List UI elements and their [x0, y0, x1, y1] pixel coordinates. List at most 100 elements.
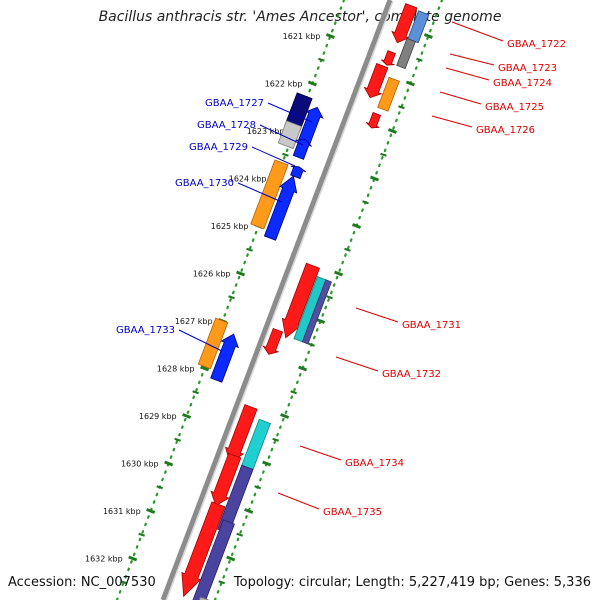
gene-feature-forward [391, 3, 418, 44]
gene-leader-line [267, 102, 313, 123]
gene-label-forward: GBAA_1722 [507, 39, 566, 50]
ruler-tick-major [235, 270, 246, 277]
ruler-tick-label: 1631 kbp [103, 507, 141, 516]
ruler-tick-major [226, 555, 236, 562]
gene-feature-reverse [292, 138, 312, 160]
ruler-tick-major [405, 80, 415, 87]
gene-leader-line [335, 356, 379, 372]
gene-feature-reverse [263, 175, 298, 241]
gene-feature-forward [301, 279, 332, 345]
gene-leader-line [451, 21, 504, 42]
gene-label-reverse: GBAA_1729 [189, 142, 248, 153]
gene-leader-line [355, 307, 399, 323]
ruler-tick-major [182, 413, 192, 419]
ruler-tick-major [244, 508, 254, 514]
gene-feature-forward [407, 10, 430, 44]
ruler-line-right [213, 0, 444, 600]
ruler-tick-major [298, 365, 308, 372]
gene-label-reverse: GBAA_1727 [205, 98, 264, 109]
ruler-tick-label: 1628 kbp [157, 365, 195, 374]
ruler-tick-label: 1626 kbp [193, 270, 231, 279]
gene-label-forward: GBAA_1726 [476, 125, 535, 136]
ruler-tick-minor [192, 390, 199, 395]
gene-label-reverse: GBAA_1730 [175, 178, 234, 189]
gene-feature-forward [396, 37, 416, 70]
ruler-tick-label: 1632 kbp [85, 555, 123, 564]
ruler-tick-minor [308, 342, 315, 347]
ruler-tick-major [316, 318, 326, 324]
gene-feature-forward [363, 63, 389, 99]
gene-label-reverse: GBAA_1733 [116, 325, 175, 336]
ruler-tick-minor [290, 390, 297, 395]
ruler-tick-minor [228, 295, 235, 300]
gene-leader-line [277, 492, 320, 510]
ruler-tick-label: 1627 kbp [175, 317, 213, 326]
gene-label-forward: GBAA_1735 [323, 507, 382, 518]
gene-feature-forward [181, 501, 226, 598]
ruler-tick-label: 1624 kbp [229, 175, 267, 184]
gene-feature-reverse [197, 317, 229, 370]
ruler-tick-minor [272, 437, 279, 442]
ruler-tick-minor [156, 485, 163, 490]
gene-label-forward: GBAA_1732 [382, 369, 441, 380]
ruler-tick-major [369, 175, 379, 182]
ruler-tick-label: 1622 kbp [265, 80, 303, 89]
gene-leader-line [251, 146, 296, 167]
gene-leader-line [259, 124, 304, 146]
ruler-tick-minor [380, 152, 387, 157]
ruler-tick-minor [120, 580, 128, 585]
gene-label-forward: GBAA_1734 [345, 458, 404, 469]
ruler-tick-label: 1625 kbp [211, 222, 249, 231]
gene-feature-reverse [250, 159, 289, 230]
ruler-line-left [115, 0, 346, 600]
ruler-tick-minor [362, 200, 369, 205]
ruler-tick-major [307, 80, 317, 87]
ruler-tick-minor [282, 152, 289, 157]
ruler-tick-label: 1621 kbp [283, 32, 321, 41]
backbone-highlight [165, 0, 394, 600]
gene-feature-forward [365, 111, 382, 129]
ruler-tick-minor [218, 580, 226, 585]
ruler-tick-major [333, 270, 344, 277]
ruler-tick-minor [416, 57, 423, 62]
gene-feature-forward [377, 76, 400, 112]
gene-leader-line [178, 329, 223, 352]
gene-label-reverse: GBAA_1728 [197, 120, 256, 131]
gene-feature-reverse [210, 333, 239, 383]
gene-feature-forward [210, 452, 242, 507]
ruler-tick-major [262, 460, 272, 467]
ruler-tick-minor [138, 532, 146, 537]
ruler-tick-minor [236, 532, 244, 537]
gene-leader-line [431, 115, 473, 128]
ruler-tick-label: 1623 kbp [247, 127, 285, 136]
gene-label-forward: GBAA_1724 [493, 78, 552, 89]
gene-feature-reverse [298, 106, 324, 145]
gene-feature-forward [381, 50, 396, 66]
ruler-tick-minor [246, 247, 253, 252]
ruler-tick-major [164, 460, 174, 467]
genome-stats-text: Topology: circular; Length: 5,227,419 bp… [233, 575, 591, 590]
gene-feature-reverse [290, 165, 306, 180]
gene-leader-line [299, 445, 342, 461]
ruler-tick-label: 1629 kbp [139, 412, 177, 421]
ruler-tick-minor [398, 105, 405, 110]
ruler-tick-minor [318, 57, 325, 62]
ruler-tick-major [351, 223, 362, 229]
gene-leader-line [449, 53, 495, 66]
gene-label-forward: GBAA_1723 [498, 63, 557, 74]
ruler-tick-major [387, 128, 397, 134]
gene-label-forward: GBAA_1725 [485, 102, 544, 113]
gene-leader-line [439, 91, 482, 105]
accession-text: Accession: NC_007530 [8, 575, 156, 590]
ruler-tick-minor [326, 295, 333, 300]
gene-leader-line [237, 182, 283, 203]
ruler-tick-major [200, 365, 210, 372]
gene-leader-line [445, 67, 490, 81]
gene-label-forward: GBAA_1731 [402, 320, 461, 331]
ruler-tick-minor [344, 247, 351, 252]
ruler-tick-major [146, 508, 156, 514]
backbone-line [160, 0, 393, 600]
ruler-tick-major [280, 413, 290, 419]
